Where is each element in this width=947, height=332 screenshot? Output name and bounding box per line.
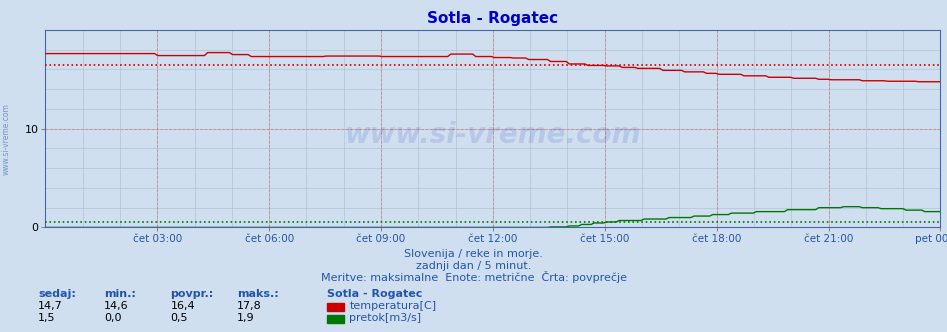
Text: zadnji dan / 5 minut.: zadnji dan / 5 minut. bbox=[416, 261, 531, 271]
Text: temperatura[C]: temperatura[C] bbox=[349, 301, 437, 311]
Text: 0,0: 0,0 bbox=[104, 313, 121, 323]
Title: Sotla - Rogatec: Sotla - Rogatec bbox=[427, 11, 559, 26]
Text: min.:: min.: bbox=[104, 289, 136, 299]
Text: www.si-vreme.com: www.si-vreme.com bbox=[2, 104, 11, 175]
Text: sedaj:: sedaj: bbox=[38, 289, 76, 299]
Text: maks.:: maks.: bbox=[237, 289, 278, 299]
Text: 1,9: 1,9 bbox=[237, 313, 255, 323]
Text: pretok[m3/s]: pretok[m3/s] bbox=[349, 313, 421, 323]
Text: 17,8: 17,8 bbox=[237, 301, 261, 311]
Text: 1,5: 1,5 bbox=[38, 313, 55, 323]
Text: Slovenija / reke in morje.: Slovenija / reke in morje. bbox=[404, 249, 543, 259]
Text: povpr.:: povpr.: bbox=[170, 289, 214, 299]
Text: Sotla - Rogatec: Sotla - Rogatec bbox=[327, 289, 422, 299]
Text: 14,7: 14,7 bbox=[38, 301, 63, 311]
Text: 0,5: 0,5 bbox=[170, 313, 188, 323]
Text: 14,6: 14,6 bbox=[104, 301, 129, 311]
Text: www.si-vreme.com: www.si-vreme.com bbox=[345, 121, 641, 149]
Text: 16,4: 16,4 bbox=[170, 301, 195, 311]
Text: Meritve: maksimalne  Enote: metrične  Črta: povprečje: Meritve: maksimalne Enote: metrične Črta… bbox=[320, 271, 627, 283]
